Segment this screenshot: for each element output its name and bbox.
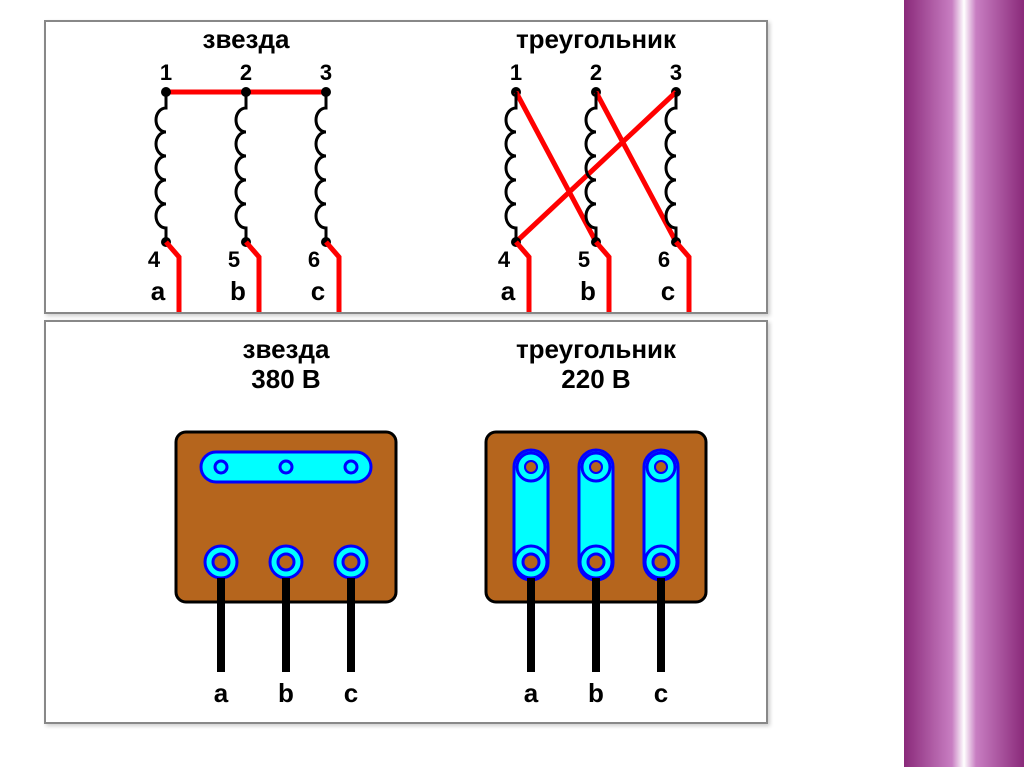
star-lead-c <box>326 242 339 312</box>
delta-coil-3 <box>666 92 676 242</box>
delta-letter-a: a <box>501 276 516 306</box>
delta-title: треугольник <box>516 24 677 54</box>
delta-lead-a <box>516 242 529 312</box>
star-bot-6: 6 <box>308 247 320 272</box>
delta-term-title2: 220 В <box>561 364 630 394</box>
star-letter-a: a <box>151 276 166 306</box>
delta-term-title1: треугольник <box>516 334 677 364</box>
star-term-letter-b: b <box>278 678 294 708</box>
delta-top-1: 1 <box>510 60 522 85</box>
star-lead-b <box>246 242 259 312</box>
delta-lead-b <box>596 242 609 312</box>
star-coil-1 <box>156 92 166 242</box>
star-bot-term-c <box>335 546 367 578</box>
delta-lead-c <box>676 242 689 312</box>
delta-letter-c: c <box>661 276 675 306</box>
decorative-sidebar <box>904 0 1024 767</box>
delta-top-3: 3 <box>670 60 682 85</box>
star-coil-3 <box>316 92 326 242</box>
delta-link-1-5 <box>516 92 596 242</box>
star-top-2: 2 <box>240 60 252 85</box>
star-letter-b: b <box>230 276 246 306</box>
delta-letter-b: b <box>580 276 596 306</box>
delta-bot-term-b <box>580 546 612 578</box>
delta-bot-5: 5 <box>578 247 590 272</box>
star-bot-term-b <box>270 546 302 578</box>
terminal-svg: звезда 380 В <box>46 322 766 722</box>
delta-bot-term-c <box>645 546 677 578</box>
star-term-title1: звезда <box>243 334 330 364</box>
star-top-3: 3 <box>320 60 332 85</box>
delta-term-letter-c: c <box>654 678 668 708</box>
delta-top-term-2 <box>582 453 610 481</box>
delta-top-2: 2 <box>590 60 602 85</box>
star-bot-5: 5 <box>228 247 240 272</box>
delta-top-term-1 <box>517 453 545 481</box>
delta-coil-1 <box>506 92 516 242</box>
star-title: звезда <box>203 24 290 54</box>
star-letter-c: c <box>311 276 325 306</box>
star-bot-term-a <box>205 546 237 578</box>
delta-top-term-3 <box>647 453 675 481</box>
delta-link-2-6 <box>596 92 676 242</box>
delta-link-3-4 <box>516 92 676 242</box>
star-term-letter-a: a <box>214 678 229 708</box>
schematic-svg: звезда треугольник 1 2 3 <box>46 22 766 312</box>
star-term-letter-c: c <box>344 678 358 708</box>
star-coil-2 <box>236 92 246 242</box>
terminal-panel: звезда 380 В <box>44 320 768 724</box>
schematic-panel: звезда треугольник 1 2 3 <box>44 20 768 314</box>
delta-bot-term-a <box>515 546 547 578</box>
delta-bot-4: 4 <box>498 247 511 272</box>
star-top-1: 1 <box>160 60 172 85</box>
star-bot-4: 4 <box>148 247 161 272</box>
delta-term-letter-b: b <box>588 678 604 708</box>
delta-bot-6: 6 <box>658 247 670 272</box>
star-lead-a <box>166 242 179 312</box>
delta-term-letter-a: a <box>524 678 539 708</box>
star-term-title2: 380 В <box>251 364 320 394</box>
